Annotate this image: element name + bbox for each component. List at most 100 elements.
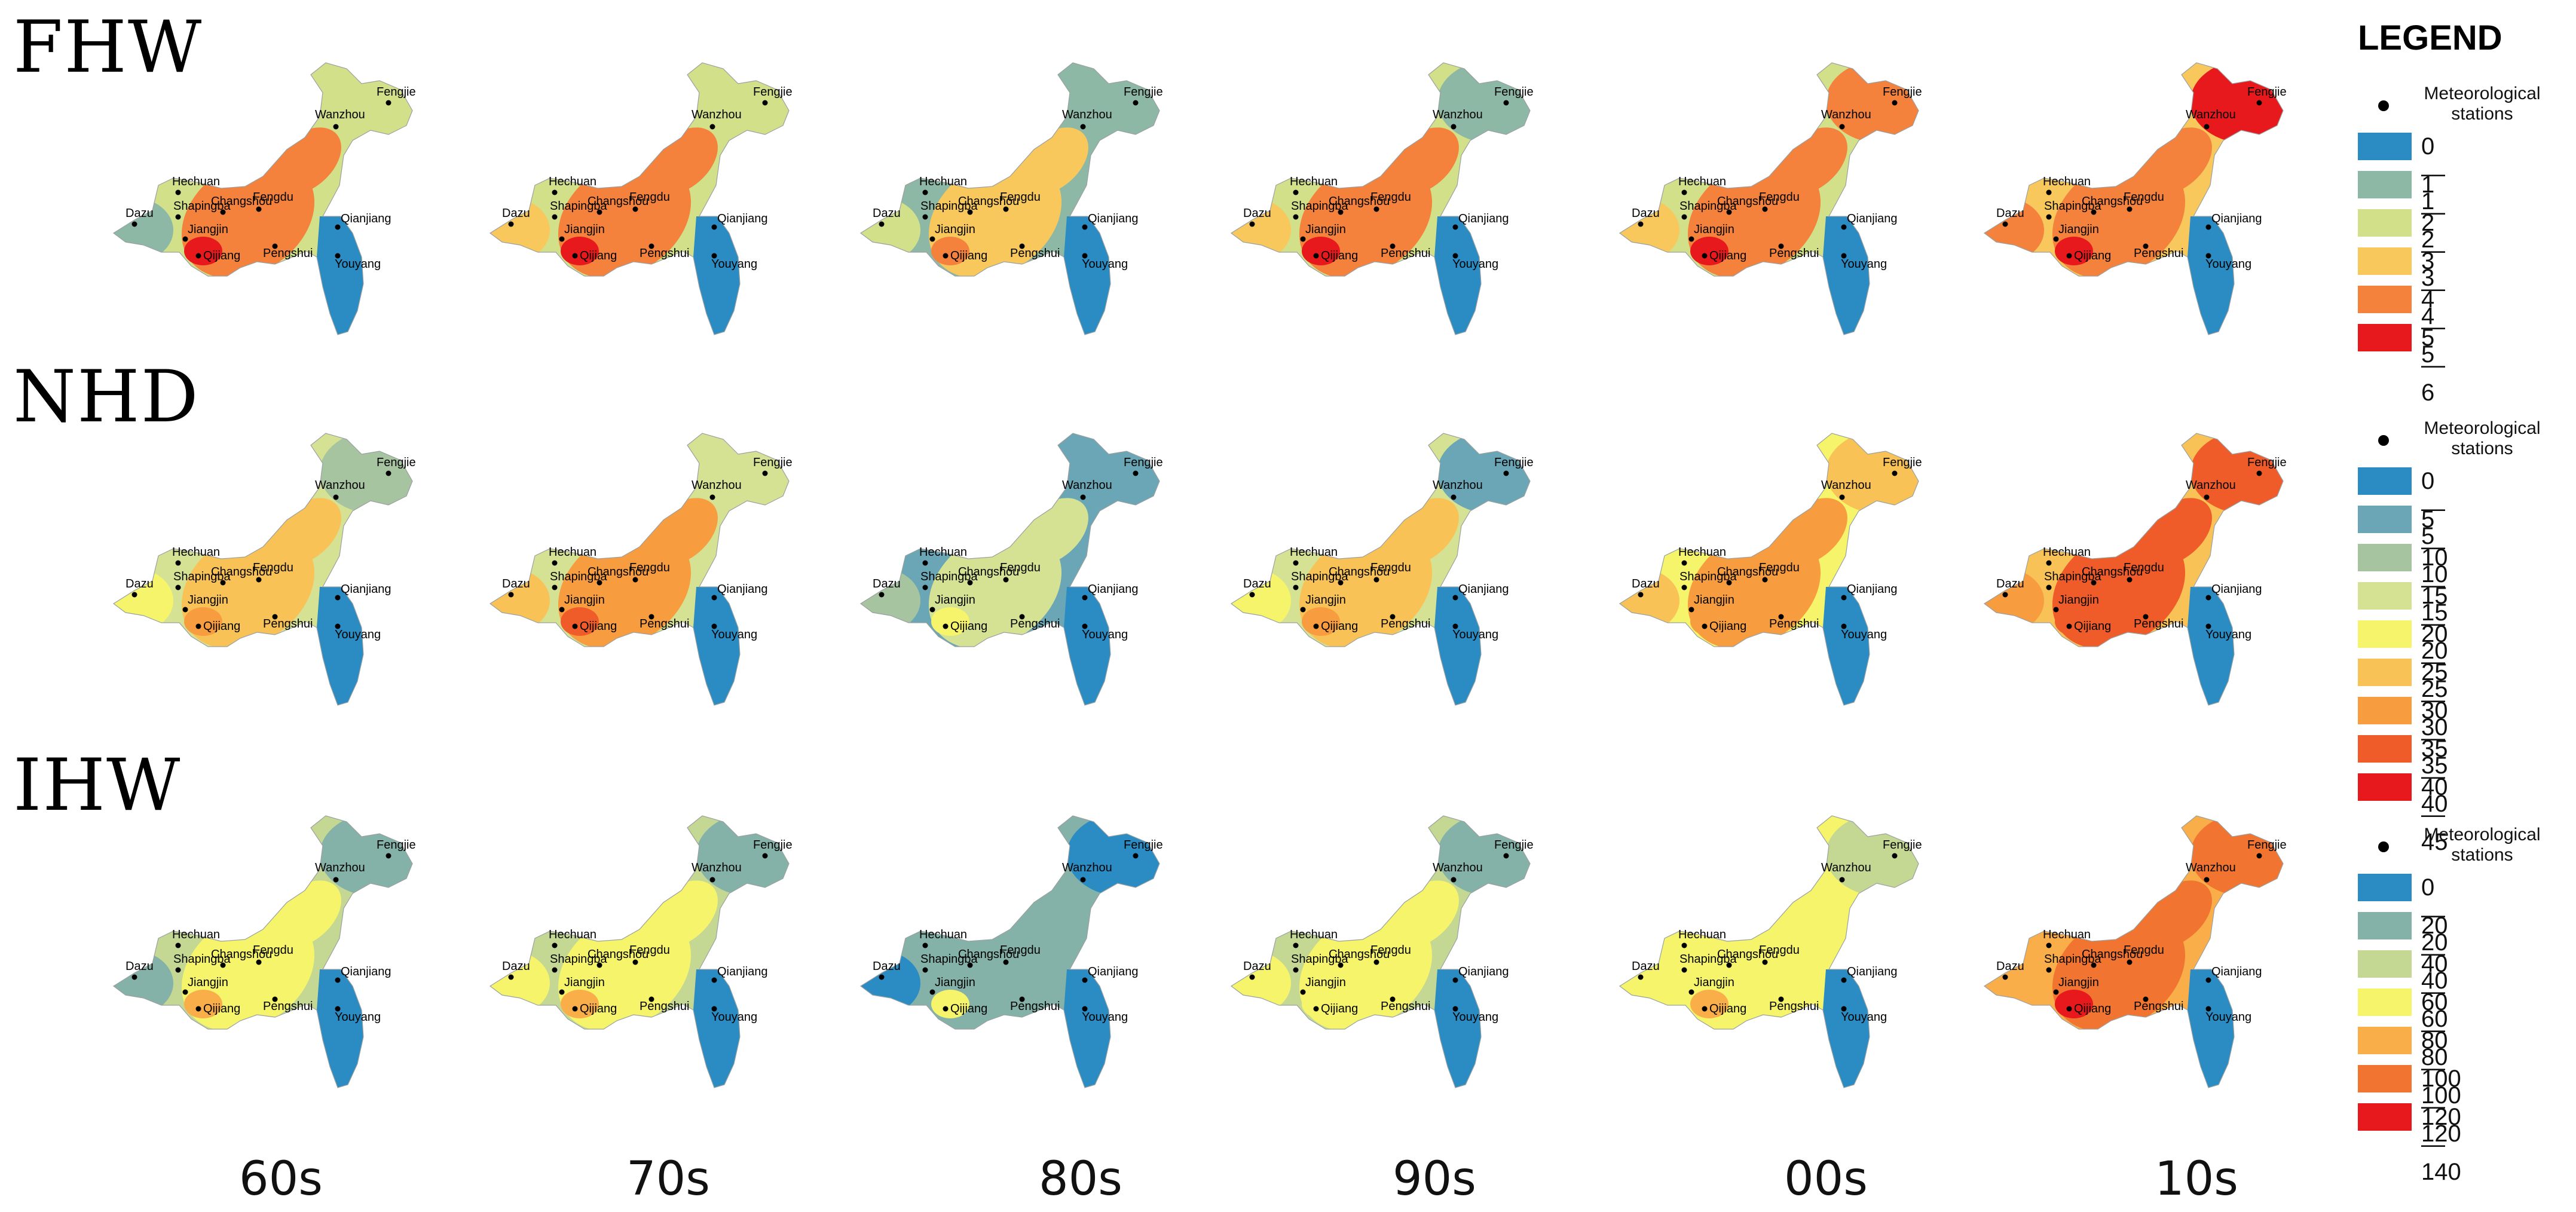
station-label: Fengdu: [629, 944, 670, 957]
decade-label-00s: 00s: [1784, 1152, 1868, 1206]
station-label: Dazu: [1632, 207, 1660, 220]
station-dot: [2046, 967, 2052, 973]
station-dot: [1503, 853, 1509, 859]
station-dot: [1451, 877, 1457, 883]
station-label: Qijiang: [1709, 249, 1746, 262]
station-label: Shapingba: [173, 570, 231, 583]
station-label: Changshou: [1329, 565, 1390, 579]
legend-swatch: [2358, 735, 2412, 763]
station-dot: [1503, 470, 1509, 476]
station-label: Youyang: [335, 628, 381, 641]
legend-swatch: [2358, 988, 2412, 1016]
station-label: Fengjie: [1883, 456, 1922, 469]
station-label: Fengdu: [1000, 944, 1041, 957]
station-dot: [879, 974, 885, 980]
decade-label-90s: 90s: [1393, 1152, 1476, 1206]
station-label: Qijiang: [580, 620, 617, 633]
decade-label-70s: 70s: [626, 1152, 710, 1206]
station-dot: [879, 221, 885, 227]
station-label: Jiangjin: [1694, 593, 1734, 607]
station-label: Changshou: [1717, 195, 1778, 208]
station-label: Dazu: [126, 577, 154, 590]
station-dot: [1841, 623, 1847, 629]
legend-class-label: 5—6: [2421, 325, 2445, 406]
station-dot: [220, 580, 226, 586]
station-label: Hechuan: [1678, 546, 1726, 559]
station-dot: [632, 206, 638, 212]
station-label: Jiangjin: [1694, 976, 1734, 989]
station-dot: [2205, 253, 2211, 259]
legend-swatch: [2358, 286, 2412, 313]
station-dot: [2143, 614, 2149, 620]
station-label: Youyang: [335, 1011, 381, 1024]
station-label: Pengshui: [1769, 247, 1819, 260]
station-label: Shapingba: [173, 953, 231, 966]
legend-swatch: [2358, 1103, 2412, 1131]
station-label: Pengshui: [2134, 617, 2183, 631]
station-dot: [967, 962, 973, 968]
station-label: Fengdu: [2124, 561, 2164, 574]
station-dot: [922, 214, 928, 220]
station-dot: [552, 189, 558, 195]
station-label: Fengjie: [2247, 456, 2287, 469]
legend-class-label: 0—5: [2421, 468, 2445, 549]
map-grid: FengjieWanzhouHechuanChangshouFengduDazu…: [112, 62, 2287, 1088]
station-dot: [1638, 974, 1644, 980]
station-dot: [195, 253, 201, 259]
station-dot: [333, 124, 339, 130]
station-dot: [552, 584, 558, 590]
station-label: Fengdu: [253, 191, 293, 204]
station-dot: [1373, 577, 1379, 583]
station-dot: [2256, 100, 2262, 106]
station-label: Dazu: [873, 207, 901, 220]
station-label: Pengshui: [1381, 1000, 1430, 1013]
station-dot: [1503, 100, 1509, 106]
station-label: Pengshui: [2134, 1000, 2183, 1013]
legend-swatch: [2358, 950, 2412, 978]
station-label: Pengshui: [1010, 247, 1060, 260]
station-dot: [552, 214, 558, 220]
station-dot: [572, 1006, 578, 1012]
station-label: Pengshui: [640, 1000, 689, 1013]
station-dot: [648, 614, 654, 620]
station-label: Changshou: [2082, 565, 2143, 579]
station-label: Hechuan: [2043, 928, 2091, 941]
station-label: Qijiang: [950, 1002, 987, 1015]
station-dot: [711, 623, 717, 629]
station-dot: [1082, 623, 1088, 629]
legend-class-label: 80—100: [2421, 1027, 2461, 1109]
station-dot: [1293, 214, 1299, 220]
station-dot: [1778, 996, 1784, 1002]
station-label: Qianjiang: [1847, 212, 1898, 225]
station-dot: [182, 989, 188, 995]
legend-class-label: 30—35: [2421, 697, 2448, 779]
station-label: Wanzhou: [2186, 479, 2236, 492]
station-dot: [1082, 253, 1088, 259]
station-dot: [2091, 580, 2097, 586]
station-dot: [1892, 853, 1898, 859]
legend-class-label: 3—4: [2421, 248, 2445, 329]
legend-station-label: Meteorological stations: [2424, 84, 2541, 124]
station-label: Hechuan: [1290, 175, 1338, 188]
station-dot: [711, 1006, 717, 1012]
station-dot: [256, 959, 262, 965]
station-dot: [711, 253, 717, 259]
legend-swatch: [2358, 467, 2412, 495]
station-label: Qianjiang: [1847, 583, 1898, 596]
station-dot: [648, 243, 654, 249]
legend-swatch: [2358, 620, 2412, 648]
station-label: Fengdu: [1000, 561, 1041, 574]
station-label: Wanzhou: [692, 861, 742, 874]
station-dot: [1082, 977, 1088, 983]
station-dot: [1249, 221, 1255, 227]
station-label: Changshou: [2082, 948, 2143, 961]
legend-swatch: [2358, 773, 2412, 801]
station-dot: [1726, 580, 1732, 586]
station-dot-icon: [2378, 100, 2389, 111]
station-dot: [1338, 962, 1344, 968]
station-dot: [1373, 959, 1379, 965]
station-label: Wanzhou: [1433, 861, 1483, 874]
station-dot: [1841, 253, 1847, 259]
station-dot: [2205, 595, 2211, 601]
